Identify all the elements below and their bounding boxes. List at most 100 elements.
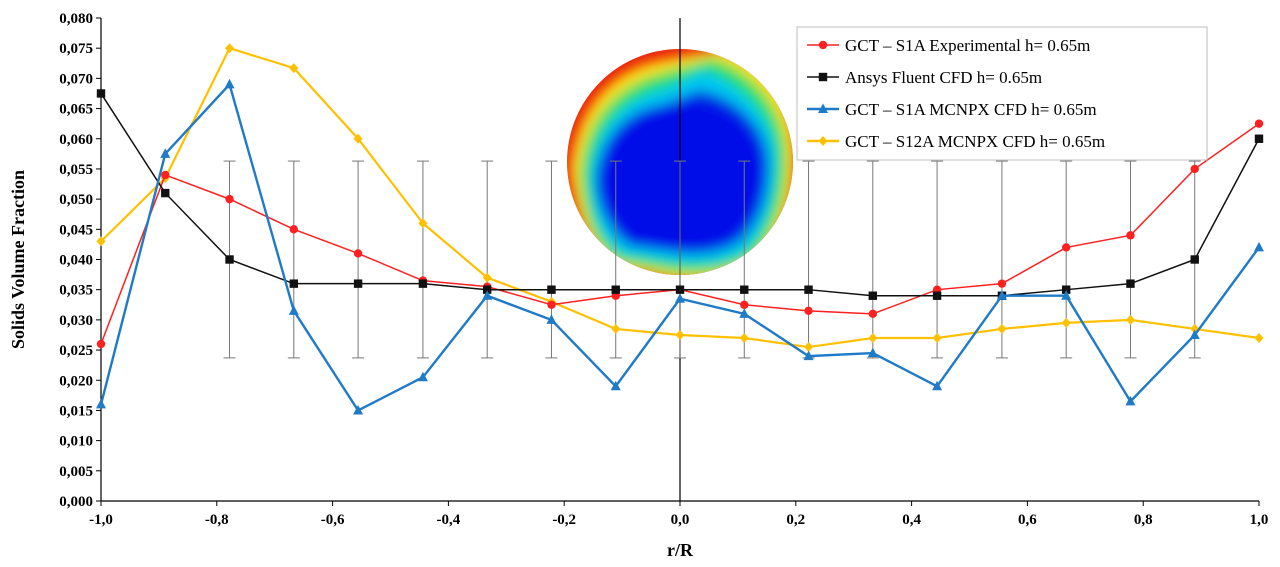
legend-swatch-marker — [818, 136, 828, 146]
y-tick-label: 0,060 — [59, 132, 93, 148]
data-point — [418, 218, 428, 229]
y-axis-title: Solids Volume Fraction — [8, 170, 28, 349]
data-point — [1061, 317, 1071, 328]
y-tick-label: 0,055 — [59, 162, 93, 178]
y-tick-label: 0,005 — [59, 464, 93, 480]
data-point — [1125, 395, 1136, 406]
data-point — [868, 332, 878, 343]
legend: GCT – S1A Experimental h= 0.65m Ansys Flu… — [796, 26, 1208, 161]
legend-label: GCT – S1A Experimental h= 0.65m — [845, 36, 1090, 55]
x-tick-label: 1,0 — [1250, 512, 1269, 528]
data-point — [353, 404, 364, 415]
x-tick-label: 0,2 — [786, 512, 805, 528]
x-axis-title: r/R — [667, 540, 694, 560]
x-tick-label: -0,4 — [437, 512, 461, 528]
data-point — [289, 279, 299, 288]
data-point — [224, 78, 235, 89]
x-tick-label: 0,8 — [1134, 512, 1153, 528]
data-point — [353, 249, 363, 258]
data-point — [932, 291, 942, 300]
data-point — [1061, 285, 1071, 294]
y-tick-label: 0,015 — [59, 403, 93, 419]
tomography-cross-section-image — [567, 49, 793, 275]
data-point — [225, 194, 234, 204]
y-tick-label: 0,075 — [59, 41, 93, 57]
data-point — [932, 332, 942, 343]
data-point — [160, 148, 171, 158]
y-tick-label: 0,020 — [59, 373, 93, 389]
data-point — [96, 236, 106, 247]
x-tick-label: 0,0 — [671, 512, 690, 528]
data-point — [1254, 119, 1264, 128]
data-point — [418, 279, 428, 288]
data-point — [1126, 279, 1135, 288]
x-tick-label: 0,4 — [902, 512, 921, 528]
series-2 — [96, 78, 1264, 415]
legend-swatch-marker — [818, 40, 828, 50]
data-point — [804, 342, 814, 353]
data-point — [611, 285, 620, 294]
data-point — [739, 308, 750, 318]
x-tick-label: 0,6 — [1018, 512, 1037, 528]
data-point — [225, 255, 234, 264]
y-tick-label: 0,045 — [59, 222, 93, 238]
y-tick-label: 0,065 — [59, 102, 93, 118]
data-point — [353, 133, 363, 144]
data-point — [804, 306, 813, 316]
data-point — [675, 285, 685, 294]
data-point — [1189, 329, 1200, 339]
legend-item: Ansys Fluent CFD h= 0.65m — [807, 68, 1042, 87]
x-tick-label: -0,2 — [552, 512, 576, 528]
data-point — [1190, 255, 1199, 264]
axes: 0,000 0,005 0,010 0,015 0,020 0,025 0,030 0,035… — [8, 11, 1268, 560]
data-point — [997, 323, 1007, 334]
x-tick-label: -0,6 — [321, 512, 345, 528]
data-point — [996, 290, 1007, 300]
y-tick-label: 0,035 — [59, 283, 93, 299]
data-point — [417, 371, 428, 382]
data-point — [1125, 314, 1135, 325]
data-point — [288, 305, 299, 315]
y-tick-label: 0,080 — [59, 11, 93, 27]
data-point — [546, 314, 557, 324]
data-point — [161, 188, 170, 198]
legend-swatch-marker — [818, 72, 828, 82]
legend-label: Ansys Fluent CFD h= 0.65m — [845, 68, 1042, 87]
legend-item: GCT – S1A MCNPX CFD h= 0.65m — [807, 100, 1097, 119]
legend-item: GCT – S1A Experimental h= 0.65m — [807, 36, 1090, 55]
data-point — [482, 285, 492, 294]
y-tick-label: 0,000 — [59, 494, 93, 510]
data-point — [868, 309, 878, 319]
data-point — [96, 89, 106, 98]
data-point — [611, 323, 621, 334]
data-point — [1190, 164, 1199, 174]
data-point — [868, 291, 878, 300]
data-point — [289, 63, 299, 74]
series-1 — [96, 89, 1264, 300]
data-point — [96, 398, 106, 409]
data-point — [804, 285, 813, 294]
data-point — [96, 339, 106, 349]
legend-label: GCT – S12A MCNPX CFD h= 0.65m — [845, 132, 1105, 151]
data-point — [225, 43, 235, 54]
legend-swatch-marker — [818, 103, 828, 113]
data-point — [547, 285, 556, 294]
data-point — [482, 290, 493, 300]
data-point — [867, 347, 878, 358]
y-tick-label: 0,025 — [59, 343, 93, 359]
data-point — [1126, 231, 1135, 240]
legend-label: GCT – S1A MCNPX CFD h= 0.65m — [845, 100, 1097, 119]
x-tick-label: -0,8 — [205, 512, 229, 528]
data-point — [610, 380, 621, 391]
data-point — [1254, 332, 1264, 343]
data-point — [675, 329, 685, 340]
data-point — [932, 380, 943, 391]
x-tick-label: -1,0 — [89, 512, 113, 528]
data-point — [1061, 290, 1072, 300]
data-point — [161, 170, 170, 180]
data-point — [482, 272, 492, 283]
y-tick-label: 0,050 — [59, 192, 93, 208]
data-point — [740, 285, 749, 294]
data-point — [739, 332, 749, 343]
series-lines — [96, 43, 1264, 415]
